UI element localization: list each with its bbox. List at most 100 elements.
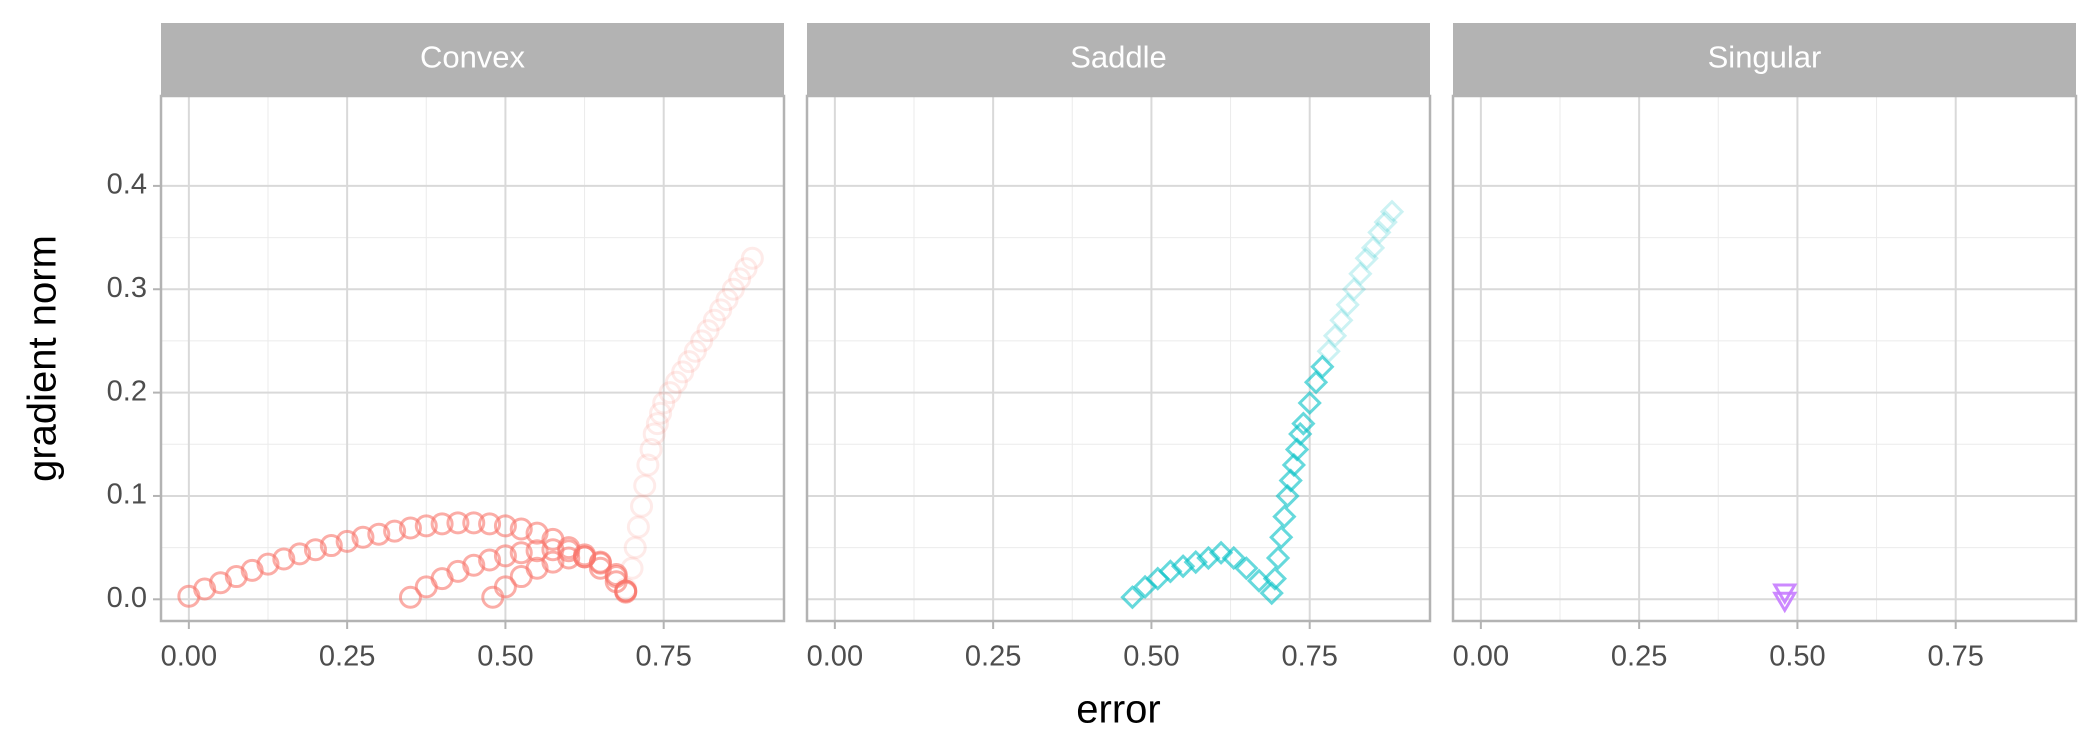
y-tick-label: 0.1 — [107, 479, 147, 511]
x-tick-label: 0.00 — [161, 641, 217, 673]
point — [462, 511, 486, 535]
plot-area — [1120, 199, 1405, 610]
point — [1322, 323, 1348, 348]
point — [256, 552, 280, 576]
point — [1234, 556, 1259, 581]
point — [481, 585, 505, 609]
point — [1221, 545, 1246, 571]
point — [649, 401, 673, 425]
point — [623, 536, 647, 560]
point — [1262, 566, 1288, 591]
y-tick-label: 0.3 — [107, 272, 147, 304]
panel-border — [159, 94, 786, 623]
x-axis-label: error — [1076, 688, 1160, 732]
x-tick-label: 0.00 — [807, 641, 863, 673]
point — [715, 288, 739, 312]
point — [1341, 277, 1367, 302]
point — [367, 522, 391, 546]
point — [1269, 525, 1294, 550]
x-tick-label: 0.50 — [1769, 641, 1825, 673]
x-tick-label: 0.25 — [319, 641, 375, 673]
point — [272, 547, 296, 571]
x-tick-label: 0.00 — [1453, 641, 1509, 673]
panel-title: Singular — [1708, 40, 1822, 75]
x-tick-label: 0.25 — [965, 641, 1021, 673]
point — [509, 541, 533, 565]
plot-area — [1772, 583, 1798, 614]
point — [493, 575, 517, 599]
point — [351, 525, 375, 549]
point — [573, 545, 597, 569]
strip — [161, 23, 784, 96]
y-tick-label: 0.2 — [107, 375, 147, 407]
point — [1772, 591, 1798, 614]
point — [604, 562, 628, 586]
point — [478, 548, 502, 572]
point — [1329, 308, 1354, 333]
point — [702, 308, 726, 332]
point — [1272, 504, 1297, 529]
point — [462, 553, 486, 577]
point — [1196, 545, 1221, 571]
point — [709, 298, 733, 322]
point — [642, 422, 666, 446]
point — [690, 329, 714, 353]
point — [493, 544, 517, 568]
point — [1367, 220, 1392, 245]
point — [1158, 559, 1183, 584]
point — [557, 546, 581, 570]
point — [398, 585, 422, 609]
point — [1265, 545, 1291, 571]
point — [1291, 411, 1316, 436]
point — [1281, 452, 1307, 478]
point — [734, 257, 758, 281]
y-tick-label: 0.4 — [107, 169, 147, 201]
point — [633, 474, 657, 498]
point — [1772, 583, 1798, 605]
point — [639, 437, 663, 461]
point — [1284, 437, 1310, 462]
point — [658, 381, 682, 405]
point — [1275, 483, 1300, 509]
x-tick-label: 0.75 — [635, 641, 691, 673]
point — [1354, 246, 1379, 271]
point — [446, 511, 470, 535]
point — [1348, 261, 1373, 286]
y-axis-label: gradient norm — [21, 235, 65, 482]
strip — [807, 23, 1430, 96]
point — [652, 391, 676, 415]
panel-border — [805, 94, 1432, 623]
point — [728, 267, 752, 291]
point — [645, 412, 669, 436]
point — [1316, 339, 1341, 364]
point — [509, 517, 533, 541]
point — [620, 556, 644, 580]
point — [630, 494, 654, 518]
point — [1373, 209, 1398, 235]
point — [335, 529, 359, 553]
point — [588, 550, 612, 574]
point — [1183, 549, 1208, 575]
point — [677, 350, 701, 374]
point — [626, 515, 650, 539]
point — [1310, 354, 1335, 379]
panel-title: Saddle — [1070, 40, 1167, 75]
point — [1360, 235, 1386, 261]
point — [664, 370, 688, 394]
point — [636, 453, 660, 477]
point — [398, 516, 422, 540]
point — [383, 519, 407, 543]
plot-area — [177, 246, 764, 609]
point — [303, 538, 327, 562]
x-tick-label: 0.75 — [1927, 641, 1983, 673]
point — [1278, 468, 1303, 493]
point — [614, 577, 638, 601]
panel-title: Convex — [420, 40, 526, 75]
point — [1379, 199, 1405, 224]
panel-border — [1451, 94, 2078, 623]
point — [319, 534, 343, 558]
point — [1303, 370, 1329, 395]
point — [1170, 554, 1196, 579]
point — [721, 277, 745, 301]
